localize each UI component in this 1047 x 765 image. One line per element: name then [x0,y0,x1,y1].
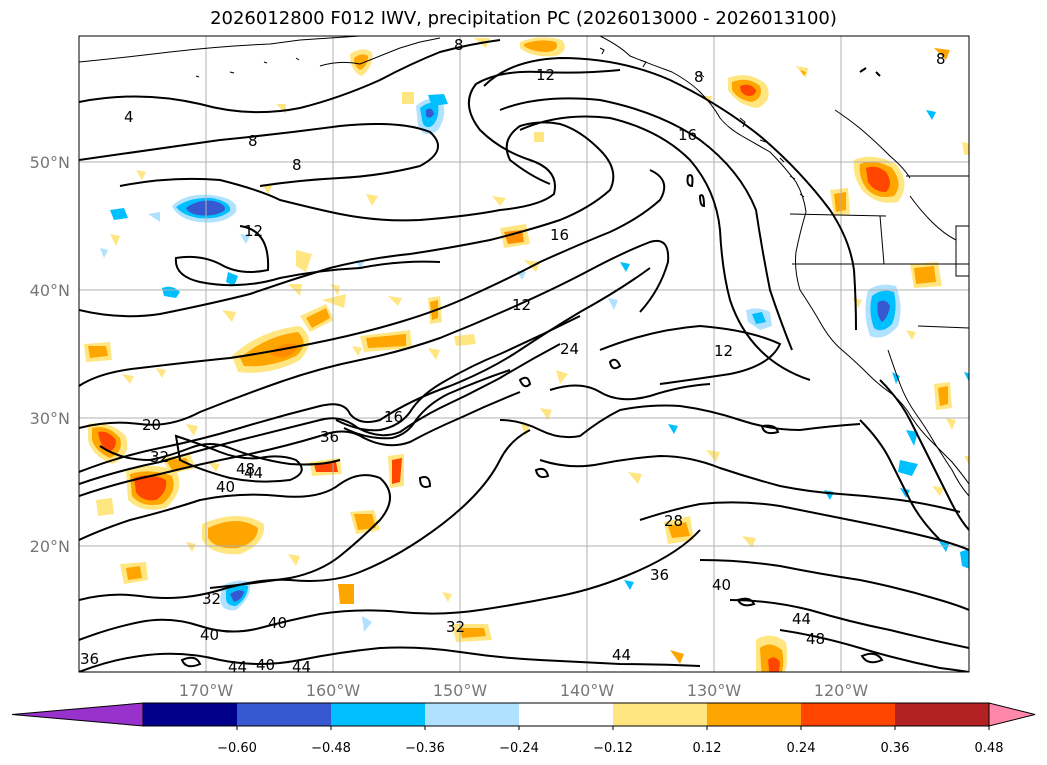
lon-label: 130°W [687,681,742,700]
colorbar-segment [237,703,332,726]
contour-label: 8 [292,156,302,174]
colorbar-segment [331,703,426,726]
contour-label: 40 [268,614,287,632]
colorbar-tick-label: 0.12 [693,741,722,756]
colorbar-tick-label: −0.36 [405,741,445,756]
contour-labels: 4 8 8 8 8 8 12 12 12 12 16 16 16 20 24 2… [80,36,946,676]
map-frame [78,35,970,673]
colorbar-tick-label: 0.48 [975,741,1004,756]
lat-label: 30°N [30,409,70,428]
contour-label: 44 [244,464,263,482]
contour-label: 36 [320,428,339,446]
contour-label: 28 [664,512,683,530]
colorbar-extend-low [11,702,144,727]
coastlines [79,36,969,497]
contour-label: 40 [712,576,731,594]
colorbar-segment [519,703,614,726]
colorbar-extend-high [988,702,1036,727]
colorbar-tick-label: −0.48 [311,741,351,756]
colorbar-tick-label: 0.36 [881,741,910,756]
map-title: 2026012800 F012 IWV, precipitation PC (2… [210,8,837,29]
negative-precip-areas [100,94,969,632]
colorbar-tick-label: −0.24 [499,741,539,756]
colorbar-tick-label: 0.24 [787,741,816,756]
contour-label: 40 [256,656,275,674]
contour-label: 8 [454,36,464,54]
lon-label: 140°W [560,681,615,700]
contour-label: 20 [142,416,161,434]
contour-label: 8 [936,50,946,68]
contour-label: 24 [560,340,579,358]
contour-label: 44 [612,646,631,664]
colorbar-segment [425,703,520,726]
lon-label: 160°W [306,681,361,700]
colorbar-tick-label: −0.60 [217,741,257,756]
contour-label: 36 [80,650,99,668]
colorbar: −0.60 −0.48 −0.36 −0.24 −0.12 0.12 0.24 0.36 0.4… [11,702,1036,756]
latitude-labels: 50°N 40°N 30°N 20°N [30,153,70,556]
graticule [79,36,969,672]
contour-label: 40 [200,626,219,644]
contour-label: 48 [806,630,825,648]
contour-label: 8 [248,132,258,150]
contour-label: 16 [384,408,403,426]
contour-label: 16 [550,226,569,244]
contour-label: 4 [124,108,134,126]
contour-label: 12 [714,342,733,360]
contour-label: 36 [650,566,669,584]
contour-label: 48 [236,460,255,478]
colorbar-segment [613,703,708,726]
contour-label: 32 [150,448,169,466]
contour-label: 32 [202,590,221,608]
contour-label: 12 [536,66,555,84]
map-panel: 4 8 8 8 8 8 12 12 12 12 16 16 16 20 24 2… [79,36,969,676]
colorbar-segment [707,703,802,726]
colorbar-frame [142,702,990,727]
contour-label: 8 [694,68,704,86]
colorbar-tick-label: −0.12 [593,741,633,756]
contour-label: 12 [512,296,531,314]
colorbar-segment [143,703,238,726]
lat-label: 50°N [30,153,70,172]
contour-label: 40 [216,478,235,496]
contour-label: 12 [244,222,263,240]
longitude-labels: 170°W 160°W 150°W 140°W 130°W 120°W [179,681,869,700]
lon-label: 170°W [179,681,234,700]
colorbar-segment [895,703,990,726]
contour-label: 44 [292,658,311,676]
contour-label: 44 [792,610,811,628]
lat-label: 20°N [30,537,70,556]
contour-label: 16 [678,126,697,144]
contour-label: 32 [446,618,465,636]
lon-label: 120°W [814,681,869,700]
colorbar-segment [801,703,896,726]
iwv-contours [79,39,969,672]
lat-label: 40°N [30,281,70,300]
lon-label: 150°W [433,681,488,700]
contour-label: 44 [228,658,247,676]
